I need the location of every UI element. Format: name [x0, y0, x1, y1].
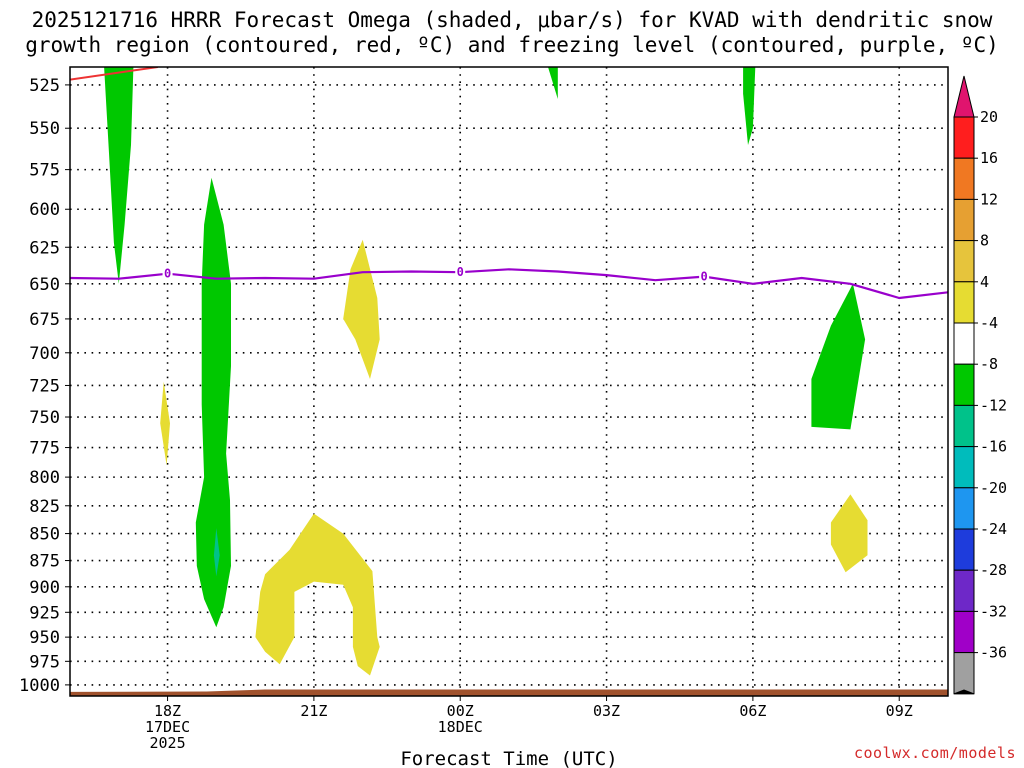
colorbar-label: -4 [980, 314, 998, 332]
colorbar-label: -36 [980, 644, 1007, 662]
colorbar-label: 16 [980, 149, 998, 167]
x-tick-label: 2025 [149, 734, 185, 752]
omega-region [830, 494, 868, 573]
colorbar-label: 8 [980, 232, 989, 250]
y-tick-label: 725 [29, 376, 60, 396]
y-tick-label: 650 [29, 275, 60, 295]
colorbar-bottom-triangle [953, 689, 975, 695]
freezing-level-label-bg [699, 268, 710, 283]
x-axis-title: Forecast Time (UTC) [400, 748, 617, 768]
y-tick-label: 850 [29, 525, 60, 545]
x-tick-label: 18DEC [438, 718, 483, 736]
y-tick-label: 675 [29, 310, 60, 330]
freezing-level-label-bg [162, 265, 173, 280]
y-tick-label: 775 [29, 439, 60, 459]
freezing-level-label: 0 [700, 270, 707, 284]
colorbar-box [953, 610, 975, 654]
y-tick-label: 800 [29, 468, 60, 488]
colorbar-label: -20 [980, 479, 1007, 497]
y-tick-label: 625 [29, 238, 60, 258]
colorbar-top-triangle [953, 75, 975, 118]
colorbar-box [953, 528, 975, 571]
colorbar-label: -32 [980, 602, 1007, 620]
x-tick-label: 21Z [300, 702, 327, 720]
colorbar-box [953, 240, 975, 283]
y-tick-label: 750 [29, 408, 60, 428]
chart-title-line-2: growth region (contoured, red, ºC) and f… [25, 33, 999, 57]
colorbar-label: -12 [980, 396, 1007, 414]
freezing-level-line [70, 268, 948, 300]
y-tick-label: 925 [29, 603, 60, 623]
y-tick-label: 600 [29, 200, 60, 220]
colorbar-label: -24 [980, 520, 1007, 538]
y-tick-label: 700 [29, 344, 60, 364]
x-tick-label: 03Z [593, 702, 620, 720]
y-tick-label: 525 [29, 76, 60, 96]
credit-text: coolwx.com/models [853, 744, 1016, 762]
colorbar-box [953, 404, 975, 448]
surface-terrain-band [70, 689, 948, 696]
colorbar-label: -28 [980, 561, 1007, 579]
freezing-level-label-bg [455, 264, 466, 279]
colorbar-box [953, 569, 975, 612]
freezing-level-label: 0 [164, 267, 171, 281]
x-tick-label: 06Z [739, 702, 766, 720]
chart-title-line-1: 2025121716 HRRR Forecast Omega (shaded, … [31, 8, 993, 32]
colorbar-label: 4 [980, 273, 989, 291]
colorbar-box [953, 322, 975, 365]
x-tick-label: 17DEC [145, 718, 190, 736]
colorbar-box [953, 198, 975, 242]
colorbar-box [953, 363, 975, 406]
colorbar-box [953, 487, 975, 530]
omega-region [104, 67, 134, 284]
plot-frame [69, 66, 949, 697]
x-tick-label: 00Z [447, 702, 474, 720]
omega-region [213, 528, 220, 577]
y-tick-label: 550 [29, 119, 60, 139]
omega-region [160, 381, 170, 466]
omega-region [548, 67, 558, 99]
omega-region [255, 513, 380, 676]
y-tick-label: 900 [29, 578, 60, 598]
colorbar-box [953, 157, 975, 200]
x-tick-label: 09Z [886, 702, 913, 720]
y-tick-label: 975 [29, 652, 60, 672]
y-tick-label: 875 [29, 552, 60, 572]
freezing-level-label: 0 [457, 265, 464, 279]
omega-region [811, 283, 866, 430]
colorbar-box [953, 446, 975, 489]
y-tick-label: 950 [29, 628, 60, 648]
y-tick-label: 575 [29, 161, 60, 181]
omega-region [195, 177, 231, 628]
colorbar-box [953, 652, 975, 695]
colorbar-box [953, 281, 975, 324]
colorbar-label: 12 [980, 190, 998, 208]
colorbar-label: -8 [980, 355, 998, 373]
y-tick-label: 825 [29, 497, 60, 517]
omega-region [743, 67, 756, 145]
x-tick-label: 18Z [154, 702, 181, 720]
colorbar-label: -16 [980, 438, 1007, 456]
colorbar-box [953, 116, 975, 159]
y-tick-label: 1000 [19, 676, 60, 696]
colorbar-label: 20 [980, 108, 998, 126]
dendritic-growth-contour [70, 67, 158, 81]
